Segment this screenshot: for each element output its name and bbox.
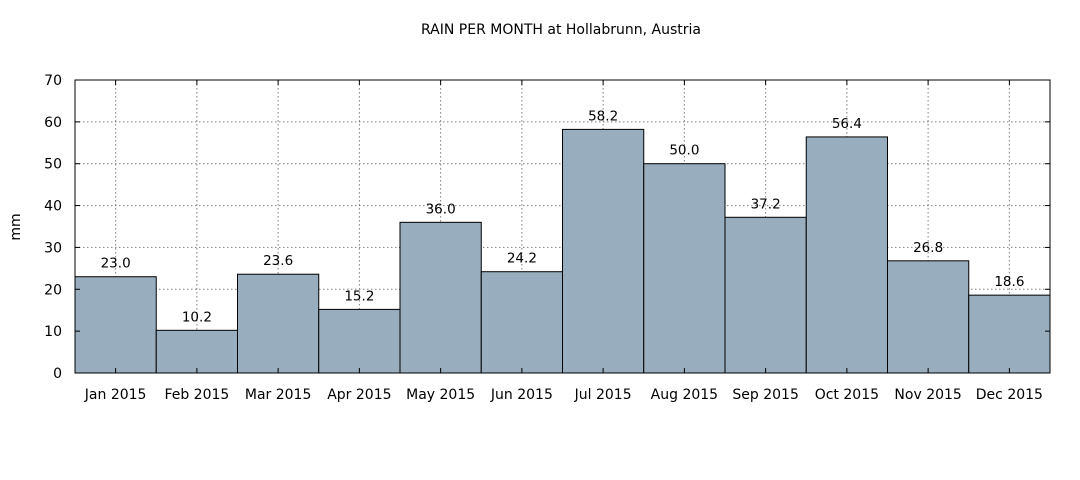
y-tick-label: 30 bbox=[44, 240, 62, 256]
bars bbox=[74, 128, 1051, 374]
chart-title: RAIN PER MONTH at Hollabrunn, Austria bbox=[421, 22, 701, 38]
x-tick-label: Feb 2015 bbox=[164, 387, 229, 403]
bar bbox=[968, 294, 1051, 374]
bar bbox=[399, 221, 482, 374]
data-label: 23.0 bbox=[101, 256, 131, 272]
x-tick-label: Dec 2015 bbox=[976, 387, 1043, 403]
x-tick-label: Jul 2015 bbox=[574, 387, 632, 403]
tick-marks bbox=[75, 79, 1050, 374]
y-tick-label: 70 bbox=[44, 73, 62, 89]
bar bbox=[480, 271, 563, 374]
y-tick-label: 0 bbox=[53, 366, 62, 382]
data-labels: 23.0 10.2 23.6 15.2 36.0 24.2 58.2 50.0 37.2 56.4… bbox=[101, 108, 1025, 325]
data-label: 26.8 bbox=[913, 240, 943, 256]
y-tick-label: 60 bbox=[44, 115, 62, 131]
data-label: 10.2 bbox=[182, 309, 212, 325]
bar bbox=[887, 260, 970, 374]
data-label: 56.4 bbox=[832, 116, 862, 132]
data-label: 15.2 bbox=[344, 288, 374, 304]
y-tick-label: 20 bbox=[44, 282, 62, 298]
y-tick-label: 40 bbox=[44, 199, 62, 215]
x-tick-label: Aug 2015 bbox=[651, 387, 718, 403]
x-tick-label: Nov 2015 bbox=[894, 387, 961, 403]
data-label: 58.2 bbox=[588, 108, 618, 124]
y-tick-label: 50 bbox=[44, 157, 62, 173]
y-axis-label: mm bbox=[8, 213, 24, 240]
data-label: 23.6 bbox=[263, 253, 293, 269]
x-tick-label: May 2015 bbox=[406, 387, 475, 403]
y-tick-label: 10 bbox=[44, 324, 62, 340]
bar bbox=[562, 128, 645, 374]
x-tick-label: Mar 2015 bbox=[245, 387, 312, 403]
data-label: 18.6 bbox=[994, 274, 1024, 290]
bar bbox=[318, 308, 401, 374]
x-tick-label: Oct 2015 bbox=[815, 387, 879, 403]
x-tick-label: Jan 2015 bbox=[84, 387, 147, 403]
plot-frame bbox=[74, 79, 1051, 374]
bar bbox=[74, 276, 157, 374]
x-tick-labels: Jan 2015 Feb 2015 Mar 2015 Apr 2015 May 2015… bbox=[84, 387, 1043, 403]
data-label: 36.0 bbox=[426, 201, 456, 217]
bar bbox=[155, 329, 238, 374]
data-label: 37.2 bbox=[751, 196, 781, 212]
x-tick-label: Apr 2015 bbox=[327, 387, 391, 403]
bar bbox=[643, 163, 726, 374]
x-tick-label: Jun 2015 bbox=[490, 387, 553, 403]
bar bbox=[237, 273, 320, 374]
y-tick-labels: 0 10 20 30 40 50 60 70 bbox=[44, 73, 62, 382]
data-label: 24.2 bbox=[507, 251, 537, 267]
x-tick-label: Sep 2015 bbox=[732, 387, 798, 403]
bar bbox=[805, 136, 888, 374]
data-label: 50.0 bbox=[669, 143, 699, 159]
bar bbox=[724, 216, 807, 374]
